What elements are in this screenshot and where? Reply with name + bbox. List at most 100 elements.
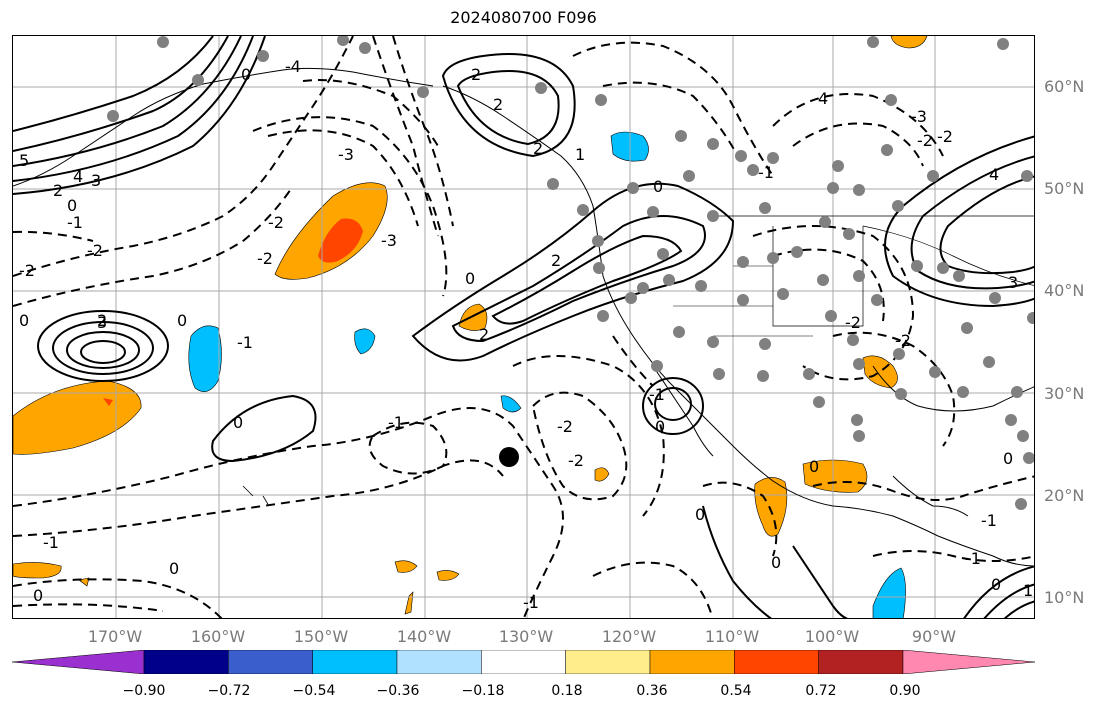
station-dot xyxy=(851,414,863,426)
contour-label: 0 xyxy=(771,553,781,572)
colorbar-cell xyxy=(649,650,735,674)
station-markers xyxy=(107,36,1034,510)
station-dot xyxy=(983,356,995,368)
station-dot xyxy=(1017,430,1029,442)
contour-label: 1 xyxy=(575,145,585,164)
fill-region xyxy=(103,398,113,406)
contour-label: 0 xyxy=(465,269,475,288)
fill-region xyxy=(754,477,788,537)
contour-label: 2 xyxy=(97,311,107,330)
station-dot xyxy=(627,182,639,194)
station-dot xyxy=(895,388,907,400)
fill-region xyxy=(862,355,898,389)
colorbar-tick-label: −0.90 xyxy=(122,683,166,699)
station-dot xyxy=(881,144,893,156)
contour-label: 0 xyxy=(655,417,665,436)
lon-label-160w: 160°W xyxy=(190,627,246,646)
colorbar-tick-label: 0.54 xyxy=(720,683,752,699)
station-dot xyxy=(707,336,719,348)
contour-label: -4 xyxy=(285,57,301,76)
contour-label: -2 xyxy=(87,241,103,260)
lon-label-150w: 150°W xyxy=(293,627,349,646)
colorbar-tick-label: −0.72 xyxy=(207,683,251,699)
station-dot xyxy=(853,270,865,282)
station-dot xyxy=(675,130,687,142)
station-dot xyxy=(827,182,839,194)
contour-label: 4 xyxy=(73,167,83,186)
contour-label: -3 xyxy=(911,107,927,126)
station-dot xyxy=(853,184,865,196)
lat-label-10n: 10°N xyxy=(1044,588,1085,607)
station-dot xyxy=(759,338,771,350)
station-dot xyxy=(735,150,747,162)
station-dot xyxy=(417,86,429,98)
station-dot xyxy=(1021,170,1033,182)
solid-contours xyxy=(13,36,1034,618)
contour-label: -2 xyxy=(917,131,933,150)
fill-region xyxy=(458,303,488,331)
contour-label: -2 xyxy=(557,417,573,436)
station-dot xyxy=(1005,414,1017,426)
contour-label: 2 xyxy=(551,251,561,270)
station-dot xyxy=(757,370,769,382)
station-dot xyxy=(593,262,605,274)
contour-label: 4 xyxy=(989,165,999,184)
fill-region xyxy=(404,591,414,615)
station-dot xyxy=(989,292,1001,304)
contour-label: 0 xyxy=(241,65,251,84)
station-dot xyxy=(663,274,675,286)
station-dot xyxy=(1015,498,1027,510)
station-dot xyxy=(695,280,707,292)
contour-label: -1 xyxy=(649,385,665,404)
contour-label: -1 xyxy=(758,163,774,182)
lat-label-40n: 40°N xyxy=(1044,281,1085,300)
station-dot xyxy=(777,288,789,300)
station-dot xyxy=(107,110,119,122)
station-dot xyxy=(737,294,749,306)
station-dot xyxy=(359,42,371,54)
colorbar-cell xyxy=(818,650,904,674)
contour-label: -1 xyxy=(237,333,253,352)
station-dot xyxy=(961,322,973,334)
colorbar-tick-label: 0.18 xyxy=(551,683,583,699)
station-dot xyxy=(853,430,865,442)
station-dot xyxy=(832,160,844,172)
station-dot xyxy=(707,210,719,222)
station-dot xyxy=(927,170,939,182)
contour-label: 2 xyxy=(533,139,543,158)
contour-label: -2 xyxy=(257,249,273,268)
lon-label-140w: 140°W xyxy=(396,627,452,646)
station-dot xyxy=(683,170,695,182)
map-frame: 5 4 3 2 0 -1 -2 -2 0 2 3 0 -1 0 0 -4 -3 … xyxy=(12,35,1035,619)
colorbar xyxy=(12,650,1035,674)
station-dot xyxy=(707,138,719,150)
contour-label: -1 xyxy=(43,533,59,552)
contour-label: -2 xyxy=(895,331,911,350)
contour-label: 0 xyxy=(33,586,43,605)
contour-label: 0 xyxy=(695,505,705,524)
contour-label: 0 xyxy=(809,457,819,476)
station-dot xyxy=(893,348,905,360)
station-dot xyxy=(871,294,883,306)
lat-label-50n: 50°N xyxy=(1044,179,1085,198)
station-dot xyxy=(651,360,663,372)
colorbar-tick-label: −0.36 xyxy=(376,683,420,699)
station-dot xyxy=(885,94,897,106)
station-dot xyxy=(817,274,829,286)
contour-label: -2 xyxy=(845,313,861,332)
lon-label-90w: 90°W xyxy=(911,627,957,646)
contour-label: -2 xyxy=(19,261,35,280)
fill-region xyxy=(318,218,363,263)
station-dot xyxy=(813,396,825,408)
contour-label: -1 xyxy=(523,593,539,612)
station-dot xyxy=(1023,452,1034,464)
contour-label: 0 xyxy=(991,575,1001,594)
contour-label: 0 xyxy=(177,311,187,330)
fill-region xyxy=(594,467,610,482)
fill-region xyxy=(394,560,418,573)
station-dot xyxy=(535,82,547,94)
map-title: 2024080700 F096 xyxy=(450,8,597,27)
lon-label-170w: 170°W xyxy=(87,627,143,646)
contour-label: 2 xyxy=(479,325,489,344)
colorbar-cell xyxy=(734,650,819,674)
